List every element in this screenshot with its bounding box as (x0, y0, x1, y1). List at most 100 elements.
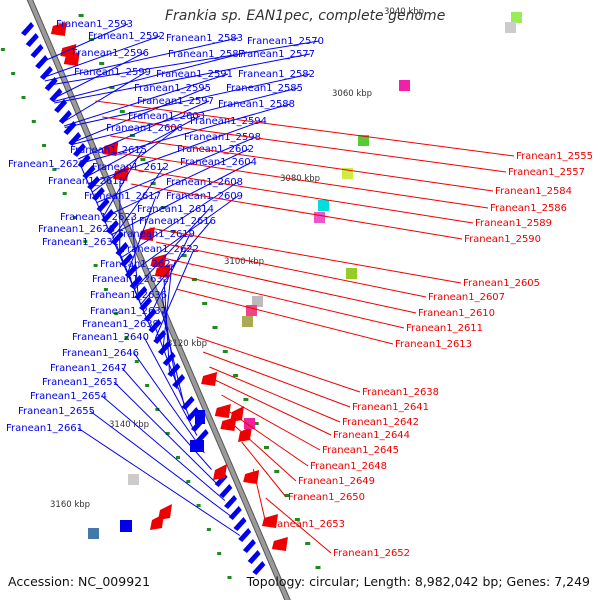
reverse-gene-label: Franean1_2589 (475, 218, 552, 229)
reverse-leader-line (110, 135, 494, 192)
reverse-gene-label: Franean1_2638 (362, 387, 439, 398)
backbone (27, 0, 290, 600)
feature-mark (78, 14, 84, 17)
feature-mark (222, 350, 228, 353)
feature-mark (165, 432, 170, 435)
forward-leader-line (79, 163, 111, 235)
reverse-leader-line (265, 497, 332, 554)
scale-label: 3060 kbp (332, 89, 372, 99)
feature-mark (31, 120, 36, 123)
feature-mark (99, 62, 105, 65)
feature-mark (42, 144, 47, 147)
forward-gene-arrow (25, 33, 39, 47)
forward-gene-label: Franean1_2599 (74, 67, 151, 78)
forward-gene-arrow (233, 517, 247, 531)
forward-gene-arrow (82, 165, 96, 179)
feature-block (342, 168, 353, 179)
forward-gene-arrow (219, 484, 233, 498)
reverse-gene-arrow (158, 504, 172, 520)
forward-leader-line (126, 195, 157, 274)
feature-mark (206, 528, 211, 531)
reverse-gene-label: Franean1_2611 (406, 323, 483, 334)
reverse-leader-line (221, 394, 321, 451)
forward-gene-label: Franean1_2602 (177, 144, 254, 155)
reverse-leader-line (162, 257, 417, 314)
forward-gene-arrow (153, 330, 167, 344)
feature-mark (134, 360, 139, 363)
forward-leader-line (101, 395, 226, 501)
reverse-gene-label: Franean1_2607 (428, 292, 505, 303)
reverse-leader-line (202, 351, 351, 408)
forward-gene-label: Franean1_2655 (18, 406, 95, 417)
reverse-leader-line (149, 227, 462, 284)
forward-leader-line (113, 241, 153, 331)
forward-gene-label: Franean1_2612 (92, 162, 169, 173)
forward-gene-label: Franean1_2617 (84, 191, 161, 202)
forward-gene-label: Franean1_2595 (134, 83, 211, 94)
forward-leader-line (131, 216, 139, 300)
reverse-gene-label: Franean1_2590 (464, 234, 541, 245)
forward-gene-label: Franean1_2623 (60, 212, 137, 223)
forward-gene-label: Franean1_2582 (238, 69, 315, 80)
reverse-gene-label: Franean1_2644 (333, 430, 410, 441)
feature-mark (88, 38, 94, 41)
forward-gene-label: Franean1_2651 (42, 377, 119, 388)
reverse-gene-label: Franean1_2605 (463, 278, 540, 289)
forward-leader-line (85, 115, 201, 178)
feature-mark (145, 384, 150, 387)
forward-gene-label: Franean1_2598 (184, 132, 261, 143)
forward-leader-line (92, 127, 179, 193)
forward-gene-label: Franean1_2603 (128, 111, 205, 122)
forward-leader-line (143, 336, 198, 436)
scale-label: 3140 kbp (109, 420, 149, 430)
scale-label: 3160 kbp (50, 500, 90, 510)
forward-gene-label: Franean1_2647 (50, 363, 127, 374)
forward-leader-line (37, 23, 129, 65)
forward-gene-label: Franean1_2628 (38, 224, 115, 235)
forward-gene-arrow (247, 550, 261, 564)
forward-gene-label: Franean1_2619 (118, 229, 195, 240)
forward-leader-line (62, 71, 147, 123)
forward-gene-block (120, 520, 132, 532)
reverse-gene-arrow (150, 254, 167, 268)
forward-leader-line (121, 367, 212, 470)
feature-mark (253, 422, 259, 425)
forward-leader-line (133, 352, 205, 454)
reverse-leader-line (169, 272, 405, 329)
reverse-gene-arrow (102, 142, 119, 156)
forward-leader-line (77, 427, 241, 536)
forward-gene-arrow (21, 22, 35, 36)
reverse-gene-arrow (154, 264, 171, 278)
scale-label: 3080 kbp (280, 174, 320, 184)
forward-gene-label: Franean1_2614 (137, 204, 214, 215)
forward-leader-line (43, 35, 161, 78)
reverse-leader-line (175, 288, 394, 345)
reverse-gene-arrow (63, 52, 80, 66)
reverse-gene-label: Franean1_2584 (495, 186, 572, 197)
forward-gene-arrow (30, 44, 44, 58)
feature-mark (0, 48, 5, 51)
forward-leader-line (161, 310, 185, 407)
feature-mark (294, 518, 300, 521)
reverse-leader-line (130, 183, 463, 240)
reverse-leader-line (102, 116, 507, 173)
reverse-leader-line (124, 167, 474, 224)
forward-gene-label: Franean1_2661 (6, 423, 83, 434)
forward-leader-line (96, 136, 257, 203)
feature-block (314, 212, 325, 223)
feature-block (88, 528, 99, 539)
reverse-gene-label: Franean1_2642 (342, 417, 419, 428)
forward-gene-arrow (58, 110, 72, 124)
forward-gene-label: Franean1_2620 (8, 159, 85, 170)
forward-gene-arrow (228, 506, 242, 520)
forward-leader-line (71, 87, 207, 144)
forward-gene-label: Franean1_2615 (70, 145, 147, 156)
forward-gene-label: Franean1_2631 (42, 237, 119, 248)
forward-gene-label: Franean1_2646 (62, 348, 139, 359)
feature-block (399, 80, 410, 91)
feature-mark (83, 240, 88, 243)
feature-mark (202, 302, 208, 305)
feature-block (358, 135, 369, 146)
